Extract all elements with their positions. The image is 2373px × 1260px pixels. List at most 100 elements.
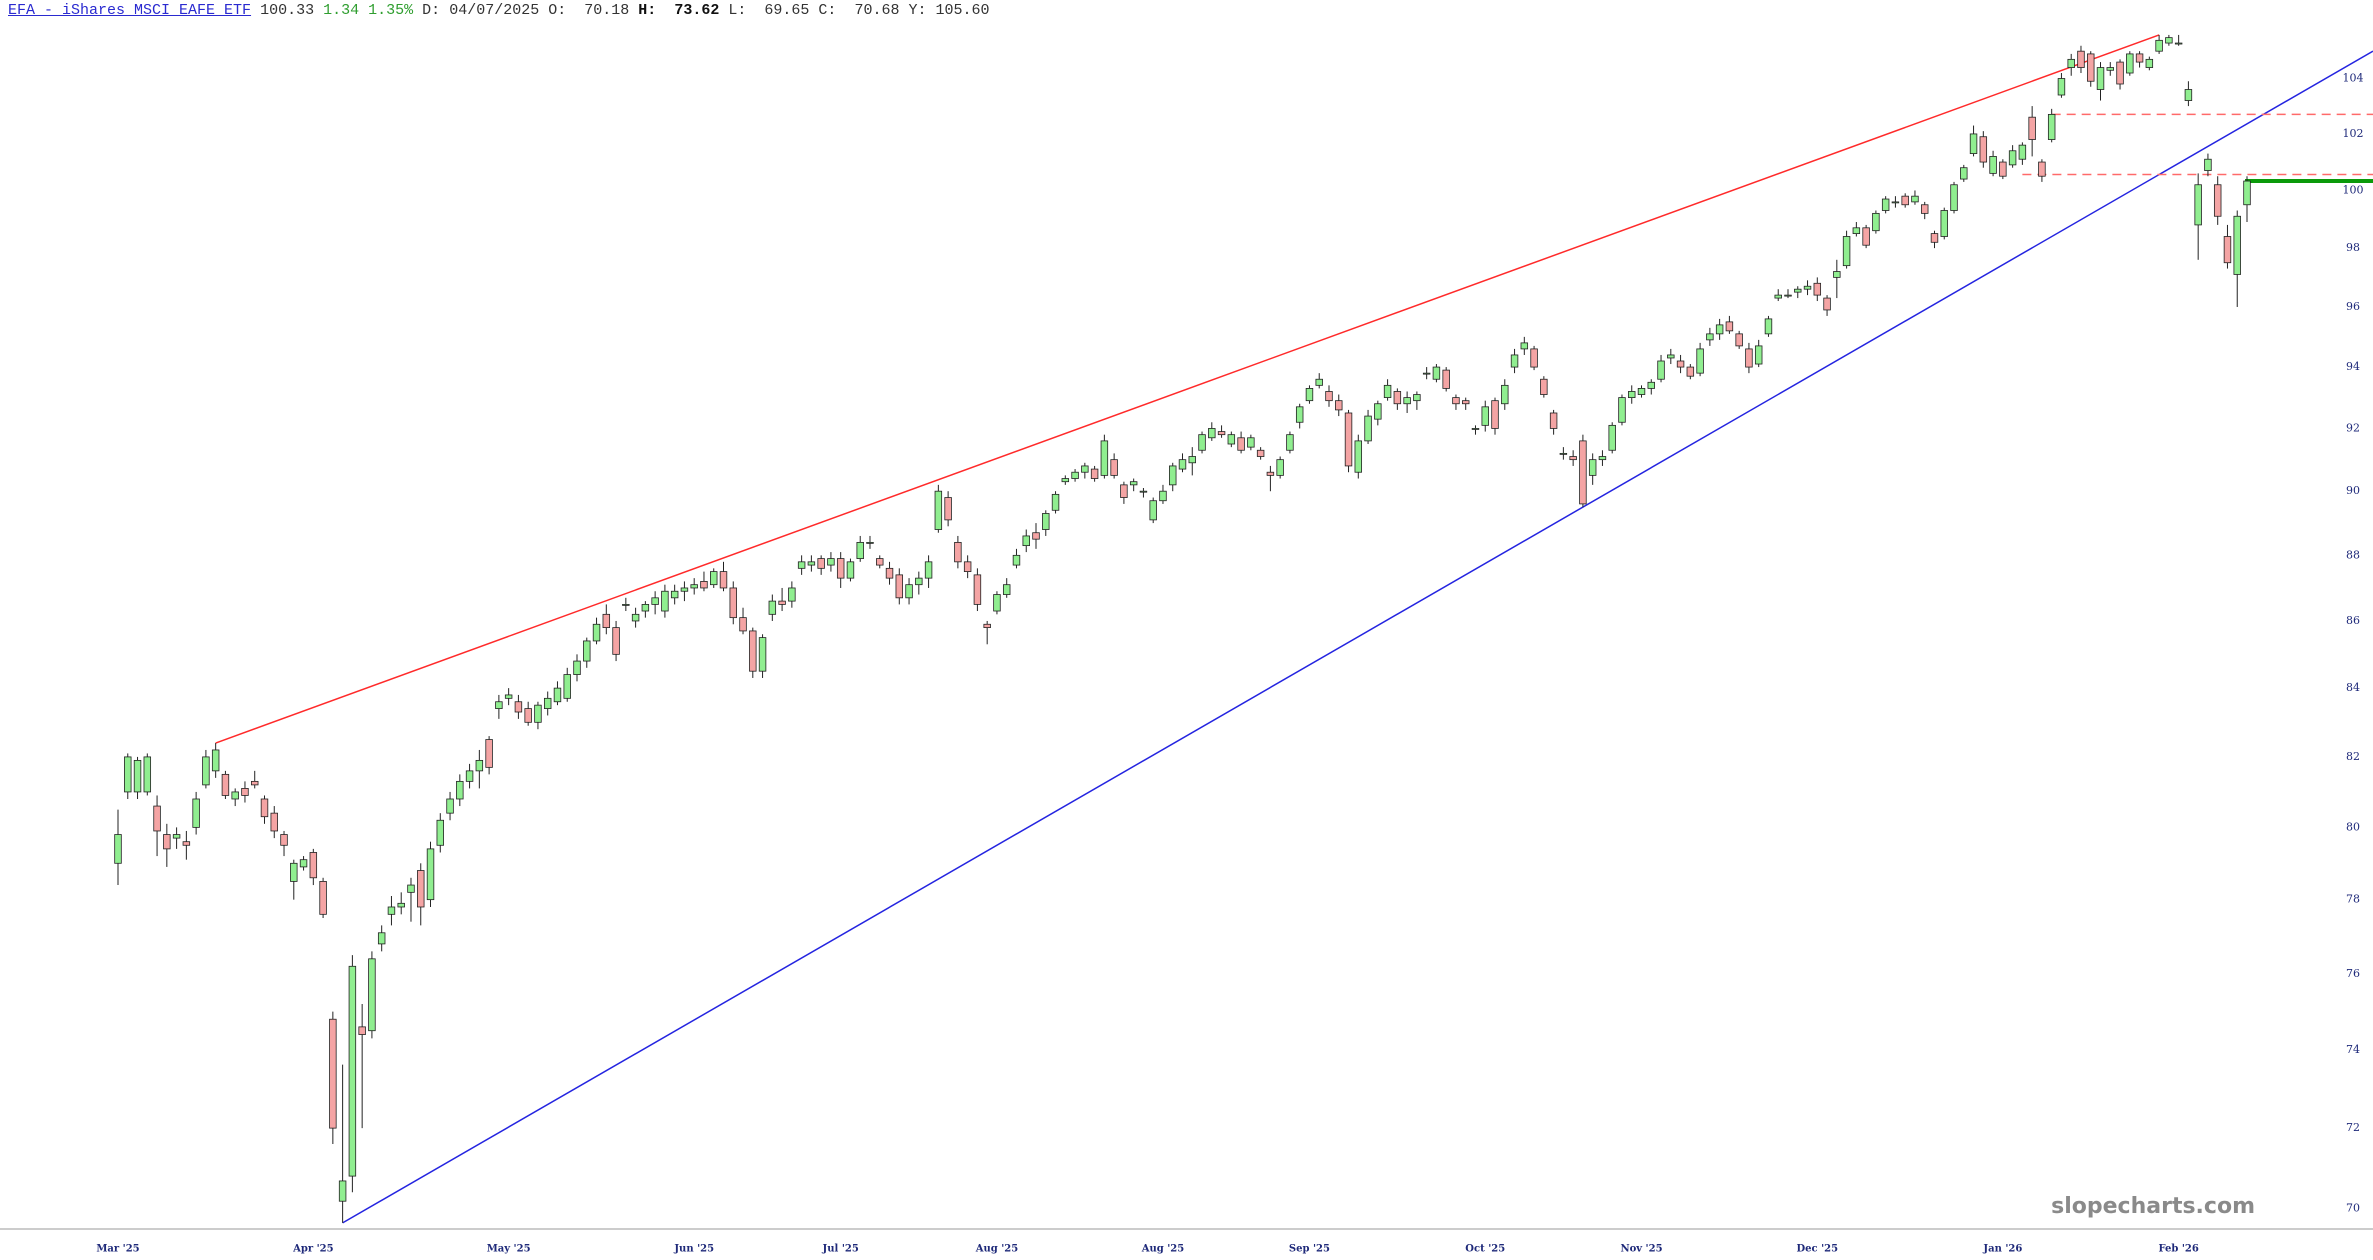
candle-body — [1715, 324, 1724, 335]
candle-layer — [114, 34, 2251, 1223]
candle-body — [758, 637, 767, 672]
candle-body — [1461, 400, 1470, 405]
candle-body — [1335, 400, 1343, 411]
candle-body — [1295, 406, 1304, 423]
axis-layer: 70 72 74 76 78 80 82 84 86 88 90 92 94 96 98 100 102 104 M… — [96, 72, 2363, 1255]
candle-body — [1598, 456, 1607, 461]
candle-body — [553, 687, 562, 703]
candle-body — [534, 704, 542, 723]
candle-body — [573, 660, 581, 675]
y-tick-label: 86 — [2346, 614, 2360, 627]
candle-body — [1432, 366, 1441, 380]
candle-body — [993, 594, 1001, 612]
x-tick-label: Mar '25 — [96, 1244, 139, 1255]
candle-body — [1266, 471, 1275, 476]
candle-body — [856, 541, 864, 559]
candle-body — [1559, 452, 1568, 455]
date: 04/07/2025 — [449, 2, 540, 19]
close-label: C: — [818, 2, 837, 19]
candle-body — [1422, 372, 1431, 375]
candle-body — [1628, 391, 1636, 398]
candle-body — [768, 600, 777, 615]
candle-body — [846, 561, 855, 579]
candle-body — [1393, 391, 1402, 405]
candle-body — [1139, 490, 1148, 493]
candle-body — [1696, 348, 1704, 374]
candle-body — [1090, 468, 1099, 479]
candle-body — [710, 571, 718, 586]
candle-body — [1833, 271, 1841, 278]
candle-body — [1344, 412, 1353, 467]
candle-body — [983, 623, 991, 629]
candle-body — [1286, 434, 1294, 451]
candle-body — [1686, 366, 1695, 377]
y-tick-label: 100 — [2343, 183, 2364, 196]
candle-body — [358, 1026, 366, 1035]
x-tick-label: Sep '25 — [1289, 1244, 1330, 1255]
candle-body — [631, 613, 640, 622]
candle-body — [670, 590, 679, 599]
candle-body — [1178, 459, 1187, 470]
y-tick-label: 88 — [2346, 548, 2360, 561]
candle-body — [2174, 42, 2183, 45]
candle-body — [260, 798, 269, 818]
candle-body — [1501, 384, 1509, 405]
candle-body — [2038, 161, 2046, 177]
candle-body — [788, 587, 796, 602]
candle-body — [1969, 133, 1978, 154]
candle-body — [924, 561, 933, 579]
candle-body — [143, 756, 152, 793]
candle-body — [1803, 285, 1812, 290]
candle-body — [407, 884, 415, 893]
watermark: slopecharts.com — [2051, 1194, 2255, 1219]
y-tick-label: 74 — [2346, 1043, 2360, 1056]
candle-body — [153, 805, 161, 832]
high-label: H: — [638, 2, 657, 19]
y-tick-label: 80 — [2346, 820, 2360, 833]
candle-body — [2028, 116, 2036, 140]
candle-body — [1129, 481, 1138, 486]
high-value: 73.62 — [674, 2, 720, 19]
candle-body — [729, 587, 737, 619]
x-tick-label: Aug '25 — [975, 1244, 1019, 1255]
symbol-link[interactable]: EFA - iShares MSCI EAFE ETF — [8, 2, 252, 19]
y-tick-label: 82 — [2346, 750, 2360, 763]
candle-body — [368, 958, 376, 1032]
candle-body — [1813, 282, 1822, 296]
candle-body — [1120, 484, 1128, 498]
x-tick-label: Oct '25 — [1465, 1244, 1505, 1255]
candle-body — [1549, 412, 1558, 429]
candle-body — [2116, 61, 2124, 85]
candle-body — [2155, 39, 2163, 52]
last-price: 100.33 — [260, 2, 315, 19]
x-tick-label: Jan '26 — [1982, 1244, 2022, 1255]
x-tick-label: May '25 — [487, 1244, 531, 1255]
candle-body — [504, 694, 513, 699]
trendline — [215, 34, 2160, 744]
candle-body — [2077, 50, 2085, 68]
x-tick-label: Apr '25 — [292, 1244, 334, 1255]
y-label: Y: — [908, 2, 927, 19]
candle-body — [1520, 342, 1529, 350]
candle-body — [1169, 465, 1177, 486]
candle-body — [221, 773, 230, 796]
candle-body — [211, 749, 220, 772]
candle-body — [163, 834, 171, 850]
candle-body — [202, 756, 210, 786]
candle-body — [1950, 184, 1958, 211]
y-tick-label: 84 — [2346, 681, 2360, 694]
candle-body — [1667, 354, 1675, 359]
candle-body — [1051, 493, 1060, 511]
candle-body — [1217, 431, 1226, 436]
candle-body — [1989, 156, 1997, 174]
annotation-layer — [215, 34, 2373, 1224]
open-label: O: — [548, 2, 567, 19]
candle-body — [1081, 465, 1089, 473]
candle-body — [1325, 391, 1333, 402]
candle-body — [1305, 388, 1314, 402]
candle-body — [1901, 195, 1909, 206]
low-value: 69.65 — [764, 2, 810, 19]
candle-body — [1735, 333, 1743, 347]
candle-body — [1110, 459, 1118, 476]
